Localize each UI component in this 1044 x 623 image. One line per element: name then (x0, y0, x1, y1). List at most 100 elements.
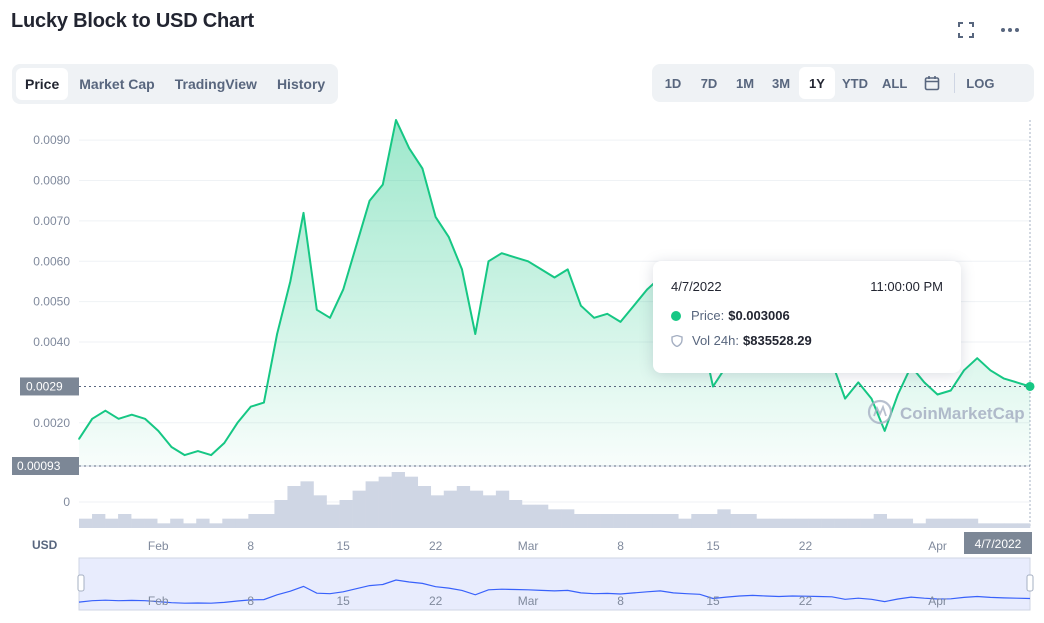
price-point (434, 216, 437, 218)
volume-bar (938, 518, 953, 528)
volume-bar (678, 518, 692, 528)
volume-bar (391, 472, 405, 528)
volume-bar (469, 490, 484, 528)
volume-bar (378, 476, 392, 528)
volume-bar (118, 514, 132, 528)
navigator-left-handle[interactable] (77, 574, 85, 592)
price-point (210, 454, 212, 456)
price-chart[interactable]: 0.0090 0.0080 0.0070 0.0060 0.0050 0.0040 0.00… (0, 110, 1044, 623)
volume-bar (92, 514, 106, 528)
range-1m[interactable]: 1M (735, 75, 755, 91)
price-point (183, 454, 186, 456)
price-point (170, 446, 173, 448)
navigator-tick-label: 22 (429, 594, 443, 608)
price-point (553, 276, 556, 279)
volume-bar (235, 518, 249, 528)
volume-bar (222, 518, 236, 528)
range-7d[interactable]: 7D (700, 75, 718, 91)
range-3m[interactable]: 3M (771, 75, 791, 91)
range-1d[interactable]: 1D (664, 75, 682, 91)
price-point (566, 268, 569, 271)
tab-history[interactable]: History (276, 76, 326, 92)
tab-market-cap[interactable]: Market Cap (79, 76, 155, 92)
price-point (289, 280, 292, 283)
volume-bar (131, 518, 145, 528)
price-point (144, 417, 146, 420)
price-point (712, 385, 714, 388)
volume-bar (1016, 523, 1031, 528)
volume-bar (769, 518, 783, 528)
price-point (395, 119, 397, 121)
volume-bar (404, 476, 419, 528)
chart-type-tabs: Price Market Cap TradingView History (12, 64, 339, 104)
volume-bar (626, 514, 640, 528)
calendar-icon[interactable] (914, 67, 950, 99)
range-1y[interactable]: 1Y (799, 67, 835, 99)
volume-bar (847, 518, 861, 528)
volume-bar (196, 518, 210, 528)
low-price-flag-label: 0.00093 (17, 459, 61, 473)
price-point (619, 321, 622, 323)
x-tick-label: 8 (247, 539, 254, 553)
tooltip-date: 4/7/2022 (671, 279, 722, 294)
price-point (963, 369, 965, 372)
fullscreen-icon[interactable] (954, 18, 978, 42)
price-point (263, 401, 265, 404)
volume-bar (170, 518, 184, 528)
price-point (197, 450, 199, 452)
tab-tradingview[interactable]: TradingView (174, 76, 257, 92)
volume-bar (717, 509, 731, 528)
volume-bar (456, 486, 471, 528)
price-point (646, 288, 648, 291)
volume-bar (274, 500, 288, 528)
navigator-tick-label: 15 (706, 594, 720, 608)
navigator-right-handle[interactable] (1026, 574, 1034, 592)
volume-bar (977, 523, 992, 528)
more-icon[interactable] (998, 18, 1022, 42)
range-ytd[interactable]: YTD (842, 75, 868, 91)
navigator-tick-label: Apr (928, 594, 947, 608)
volume-bar (300, 481, 314, 528)
volume-shield-icon (671, 334, 683, 347)
price-point (593, 317, 595, 319)
volume-bar (144, 518, 158, 528)
price-point (355, 244, 358, 246)
price-point (897, 393, 899, 396)
volume-bar (339, 500, 353, 528)
price-point (104, 409, 107, 412)
volume-bar (639, 514, 653, 528)
price-point (923, 381, 926, 384)
volume-bar (782, 518, 796, 528)
price-area (79, 120, 1030, 466)
low-price-flag (12, 457, 79, 475)
navigator-tick-label: Feb (148, 594, 169, 608)
x-tick-label: Apr (928, 539, 947, 553)
tooltip-vol-label: Vol 24h: (692, 333, 739, 348)
volume-bar (951, 518, 966, 528)
volume-bar (157, 523, 171, 528)
volume-bar (495, 490, 510, 528)
log-scale-toggle[interactable]: LOG (966, 75, 995, 91)
volume-bar (443, 490, 458, 528)
y-tick-label: 0.0090 (33, 133, 70, 147)
volume-bar (652, 514, 666, 528)
tab-price[interactable]: Price (16, 68, 69, 100)
volume-bar (795, 518, 809, 528)
price-point (487, 260, 490, 263)
price-point (580, 304, 582, 307)
volume-bar (183, 523, 197, 528)
price-point (236, 422, 239, 424)
price-point (949, 389, 952, 392)
volume-bar (860, 518, 874, 528)
hover-date-flag-label: 4/7/2022 (975, 537, 1022, 551)
hover-date-flag (964, 532, 1032, 554)
volume-bar (313, 495, 327, 528)
price-point (381, 183, 384, 186)
volume-bar (547, 509, 562, 528)
price-point (883, 430, 886, 432)
range-all[interactable]: ALL (882, 75, 908, 91)
volume-bar (508, 500, 523, 528)
volume-bar (587, 514, 601, 528)
volume-bar (248, 514, 262, 528)
price-point (540, 268, 543, 271)
